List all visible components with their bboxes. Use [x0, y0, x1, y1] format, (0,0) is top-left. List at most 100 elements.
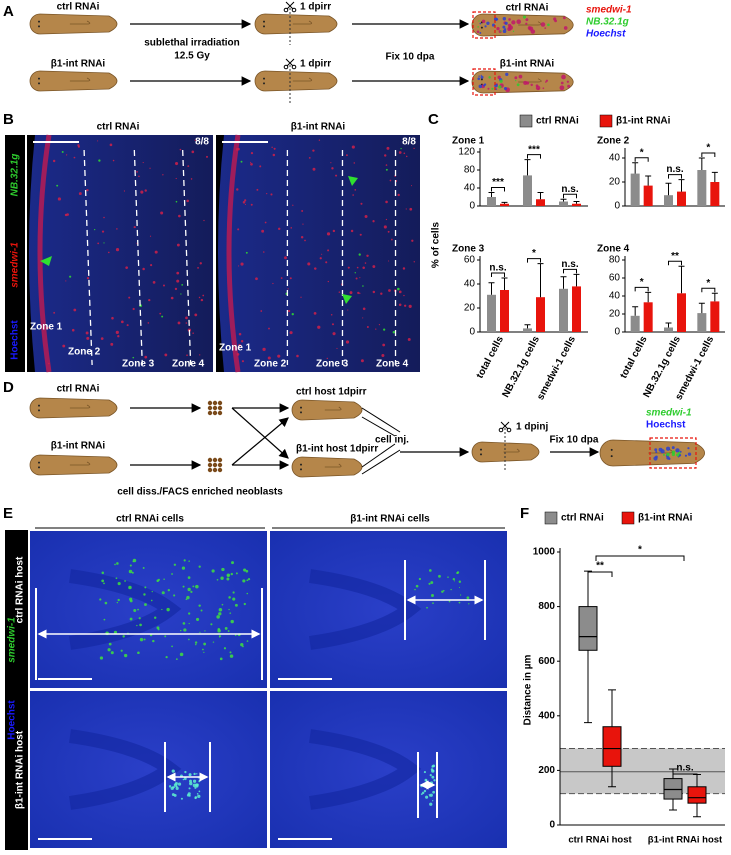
- signal: [114, 563, 116, 566]
- signal: [152, 281, 156, 284]
- signal: [358, 253, 361, 256]
- signal: [386, 146, 390, 150]
- signal: [198, 296, 201, 299]
- signal: [491, 23, 496, 27]
- signal: [137, 651, 140, 655]
- zone-label: Zone 2: [254, 359, 287, 370]
- signal: [359, 233, 362, 236]
- signal: [154, 250, 158, 254]
- signal: [429, 774, 432, 777]
- bar: [710, 301, 720, 332]
- signal: [528, 26, 534, 31]
- error-bar: [524, 324, 531, 329]
- signal: [441, 590, 444, 593]
- signal: [45, 326, 49, 330]
- signal: [189, 781, 193, 786]
- signal: [164, 635, 167, 638]
- y-tick-label: 600: [538, 656, 555, 667]
- signal: [453, 580, 455, 582]
- signal: [192, 779, 197, 783]
- signal: [499, 30, 502, 32]
- signal: [498, 85, 502, 89]
- eye: [610, 448, 613, 451]
- error-bar: [524, 159, 531, 176]
- signal: [161, 315, 164, 318]
- signal: [407, 338, 411, 341]
- significance-label: *: [640, 277, 644, 288]
- signal: [246, 579, 249, 582]
- signal: [184, 770, 187, 774]
- cell: [217, 410, 223, 416]
- signal: [176, 243, 180, 247]
- signal: [107, 648, 111, 652]
- signal: [176, 279, 180, 283]
- signal: [194, 786, 197, 789]
- signal: [516, 83, 520, 87]
- scissors: [285, 1, 295, 10]
- signal: [223, 647, 227, 650]
- signal: [85, 331, 89, 335]
- zone-label: Zone 2: [68, 347, 101, 358]
- signal: [314, 267, 317, 270]
- signal: [421, 791, 425, 795]
- signal: [250, 162, 253, 166]
- signal: [132, 560, 134, 563]
- signal: [505, 72, 509, 77]
- signal: [359, 277, 361, 279]
- signal: [290, 227, 292, 229]
- signal: [117, 598, 120, 602]
- signal: [142, 567, 145, 569]
- y-tick-label: 400: [538, 710, 555, 721]
- significance-bracket: [701, 152, 716, 157]
- error-bar: [645, 175, 652, 186]
- signal: [296, 354, 299, 358]
- pharynx: [503, 448, 520, 453]
- bar: [523, 175, 532, 206]
- signal: [65, 280, 67, 282]
- channel-strip: [5, 135, 25, 372]
- pharynx-shadow: [309, 569, 422, 650]
- signal: [185, 316, 188, 320]
- signal: [563, 26, 568, 30]
- significance-bracket: [668, 260, 682, 266]
- y-tick-label: 20: [609, 177, 621, 188]
- stain-label: smedwi-1: [646, 408, 692, 419]
- signal: [198, 780, 201, 783]
- signal: [355, 277, 358, 280]
- signal: [378, 323, 381, 326]
- signal: [237, 228, 240, 231]
- x-tick-label: β1-int RNAi host: [648, 835, 723, 846]
- signal: [389, 179, 392, 182]
- signal: [220, 576, 224, 580]
- eye: [38, 466, 40, 469]
- error-bar: [678, 179, 685, 192]
- zone-boundary: [133, 149, 143, 366]
- eye: [300, 406, 302, 409]
- signal: [140, 190, 144, 194]
- signal: [117, 335, 120, 338]
- signal: [466, 596, 470, 600]
- condition-header: ctrl RNAi: [97, 122, 140, 133]
- bar: [697, 313, 707, 332]
- signal: [173, 594, 176, 597]
- signal: [244, 203, 247, 206]
- signal: [429, 795, 431, 797]
- signal: [307, 262, 311, 266]
- signal: [301, 209, 304, 212]
- signal: [514, 76, 518, 80]
- legend-swatch: [621, 511, 635, 525]
- signal: [264, 221, 267, 224]
- timepoint: 1 dpirr: [300, 2, 331, 13]
- significance-label: **: [596, 561, 604, 572]
- signal: [65, 154, 68, 156]
- cell: [207, 400, 213, 406]
- bar: [572, 203, 581, 206]
- signal: [101, 230, 105, 233]
- signal: [530, 83, 533, 87]
- signal: [171, 573, 173, 575]
- arrowhead: [40, 256, 52, 266]
- signal: [112, 159, 115, 162]
- signal: [196, 773, 198, 775]
- signal: [132, 307, 135, 311]
- signal: [516, 19, 522, 25]
